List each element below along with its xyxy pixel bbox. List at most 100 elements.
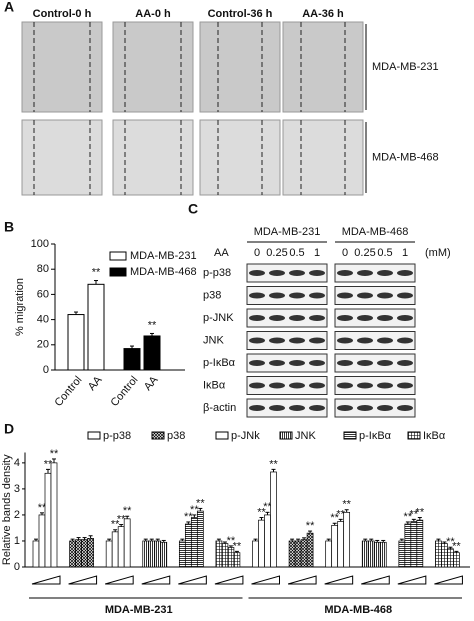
legend-swatch <box>109 267 127 277</box>
bar <box>154 540 162 568</box>
bar <box>184 523 192 568</box>
blot-band <box>337 270 353 276</box>
blot-band <box>377 360 393 366</box>
bar <box>453 552 460 568</box>
blot-band <box>337 405 353 411</box>
dose-label: 0 <box>254 247 260 259</box>
blot-band <box>357 405 373 411</box>
y-tick-label: 60 <box>37 288 49 300</box>
bar <box>38 514 46 568</box>
protein-label: β-actin <box>203 402 236 414</box>
blot-band <box>249 405 265 411</box>
y-tick-label: 0 <box>14 561 20 573</box>
protein-label: p38 <box>203 289 221 301</box>
dose-label: 0.5 <box>377 247 392 259</box>
micrograph <box>21 119 103 196</box>
bar <box>361 540 369 568</box>
bar <box>69 540 76 568</box>
blot-strip <box>246 331 328 350</box>
y-tick-label: 40 <box>37 314 49 326</box>
blot-band <box>269 270 285 276</box>
blot-strip <box>334 376 416 395</box>
dose-wedge <box>251 575 280 585</box>
legend-label: p-IκBα <box>359 430 392 442</box>
blot-strip <box>334 263 416 283</box>
blot-band <box>309 292 325 299</box>
bar <box>398 540 406 568</box>
blot-band <box>289 382 305 389</box>
blot-strip <box>246 286 328 305</box>
blot-strip <box>246 353 328 373</box>
blot-band <box>289 292 305 299</box>
dose-wedge <box>287 575 317 585</box>
blot-band <box>337 337 353 344</box>
bar <box>160 541 168 568</box>
bar <box>435 540 442 568</box>
bar <box>331 524 339 568</box>
bar <box>252 540 259 568</box>
y-tick-label: 3 <box>14 483 20 495</box>
blot-band <box>397 382 413 389</box>
y-tick-label: 0 <box>43 364 49 376</box>
significance: ** <box>38 502 47 514</box>
blot-band <box>357 360 373 366</box>
dose-wedge <box>214 575 244 585</box>
blot-band <box>357 337 373 344</box>
bar <box>306 532 314 568</box>
significance: ** <box>148 319 157 331</box>
bar <box>44 472 52 568</box>
significance: ** <box>190 504 199 516</box>
bar <box>367 540 375 568</box>
bar <box>264 514 271 568</box>
legend-swatch <box>151 431 165 440</box>
bar <box>87 283 105 371</box>
bar <box>221 543 229 568</box>
dose-label: 0.25 <box>266 247 287 259</box>
micrograph <box>282 21 364 113</box>
bar <box>142 540 150 568</box>
protein-label: IκBα <box>203 379 226 391</box>
dose-wedge <box>397 575 427 585</box>
blot-band <box>309 360 325 366</box>
blot-strip <box>246 376 328 395</box>
dose-label: 0.5 <box>289 247 304 259</box>
blot-band <box>397 337 413 344</box>
panel-label: D <box>4 421 14 437</box>
significance: ** <box>257 506 266 518</box>
significance: ** <box>92 266 101 278</box>
column-header: AA-36 h <box>302 8 344 20</box>
significance: ** <box>452 540 461 552</box>
blot-band <box>397 315 413 321</box>
column-header: Control-0 h <box>33 8 92 20</box>
legend-label: JNK <box>295 430 316 442</box>
bar <box>233 552 241 568</box>
legend-label: p-JNk <box>231 430 260 442</box>
bar <box>123 518 131 568</box>
bar <box>143 335 161 371</box>
column-header: Control-36 h <box>208 8 273 20</box>
significance: ** <box>263 501 272 513</box>
micrograph <box>199 119 281 196</box>
significance: ** <box>306 520 315 532</box>
significance: ** <box>233 540 242 552</box>
protein-label: p-p38 <box>203 267 231 279</box>
legend-label: MDA-MB-468 <box>130 266 197 278</box>
blot-strip <box>334 353 416 373</box>
bar <box>410 521 418 568</box>
bar <box>258 519 265 568</box>
dose-unit: (mM) <box>425 247 451 259</box>
column-header: AA-0 h <box>135 8 171 20</box>
blot-strip <box>334 308 416 328</box>
bar <box>105 540 113 568</box>
blot-band <box>357 270 373 276</box>
blot-strip <box>334 331 416 350</box>
blot-band <box>269 360 285 366</box>
micrograph <box>21 21 103 113</box>
blot-band <box>249 315 265 321</box>
bar <box>379 541 387 568</box>
dose-wedge <box>31 575 61 585</box>
bar <box>300 539 308 568</box>
legend-label: p-p38 <box>103 430 131 442</box>
dose-wedge <box>434 575 463 585</box>
blot-band <box>397 405 413 411</box>
